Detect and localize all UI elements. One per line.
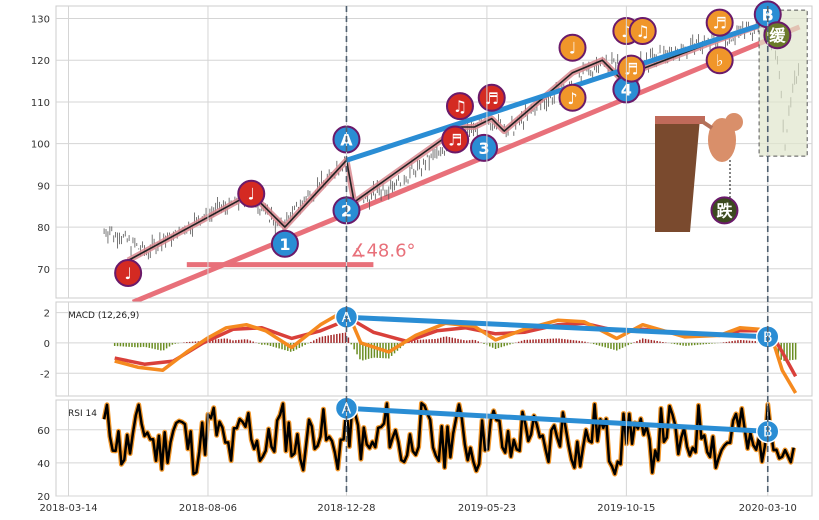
x-tick-label: 2018-03-14 (39, 503, 97, 514)
wave-marker (628, 17, 657, 46)
macd-y-tick-label: 0 (44, 339, 50, 350)
wave-marker (270, 229, 299, 258)
wave-marker-label: ♭ (716, 51, 724, 70)
rsi-line (102, 402, 795, 476)
wave-marker (441, 125, 470, 154)
wave-marker (705, 46, 734, 75)
wave-marker-label: ♩ (124, 264, 132, 283)
price-y-tick-label: 100 (31, 140, 50, 151)
price-y-tick-label: 70 (37, 265, 50, 276)
macd-label: MACD (12,26,9) (68, 311, 139, 321)
wave-marker-label: ♫ (453, 97, 467, 116)
climber-head (725, 113, 743, 131)
x-tick-label: 2018-08-06 (179, 503, 237, 514)
wave-marker (445, 92, 474, 121)
price-y-tick-label: 110 (31, 98, 50, 109)
rsi-divergence-line (346, 405, 768, 434)
wave-marker (558, 83, 587, 112)
wave-marker-label: 缓 (768, 26, 786, 45)
rsi-label: RSI 14 (68, 409, 97, 419)
x-tick-label: 2019-05-23 (458, 503, 516, 514)
angle-label: ∡48.6° (350, 240, 415, 261)
x-axis: 2018-03-14 2018-08-06 2018-12-28 2019-05-23… (39, 6, 797, 514)
wave-marker (477, 83, 506, 112)
climber-arm (698, 118, 714, 130)
wave-marker-label: ♬ (712, 14, 726, 33)
wave-marker (763, 21, 792, 50)
rsi-y-tick-label: 60 (37, 426, 50, 437)
wave-marker (705, 8, 734, 37)
wave-marker (617, 54, 646, 83)
wave-marker-label: ♩ (247, 185, 255, 204)
wave-marker (237, 179, 266, 208)
price-y-tick-label: 90 (37, 181, 50, 192)
wave-marker-label: ♪ (567, 89, 577, 108)
price-y-tick-label: 120 (31, 56, 50, 67)
panel-frame (55, 301, 813, 397)
wave-marker-label: ♩ (569, 39, 577, 58)
macd-y-tick-label: 2 (44, 309, 50, 320)
decoration (655, 113, 743, 232)
cliff-shape (655, 118, 700, 232)
wave-marker-label: ♫ (636, 22, 650, 41)
wave-marker (114, 258, 143, 287)
wave-marker (470, 133, 499, 162)
wave-marker-label: 1 (279, 235, 290, 254)
wave-marker-label: ♬ (624, 60, 638, 79)
rsi-y-tick-label: 20 (37, 492, 50, 503)
rsi-y-tick-label: 40 (37, 459, 50, 470)
wave-marker-label: ♬ (448, 130, 462, 149)
wave-marker-label: 3 (478, 139, 489, 158)
cliff-top (655, 116, 705, 124)
wave-marker (710, 196, 739, 225)
x-tick-label: 2018-12-28 (317, 503, 375, 514)
price-y-tick-label: 80 (37, 223, 50, 234)
wave-marker-label: 跌 (716, 201, 733, 220)
resistance-line (345, 20, 769, 163)
support-line (131, 24, 801, 305)
x-tick-label: 2019-10-15 (597, 503, 655, 514)
wave-marker-label: ♬ (485, 89, 499, 108)
wave-marker (558, 33, 587, 62)
x-tick-label: 2020-03-10 (739, 503, 797, 514)
price-y-tick-label: 130 (31, 15, 50, 26)
macd-y-tick-label: -2 (40, 369, 50, 380)
macd-divergence-line (346, 314, 768, 340)
